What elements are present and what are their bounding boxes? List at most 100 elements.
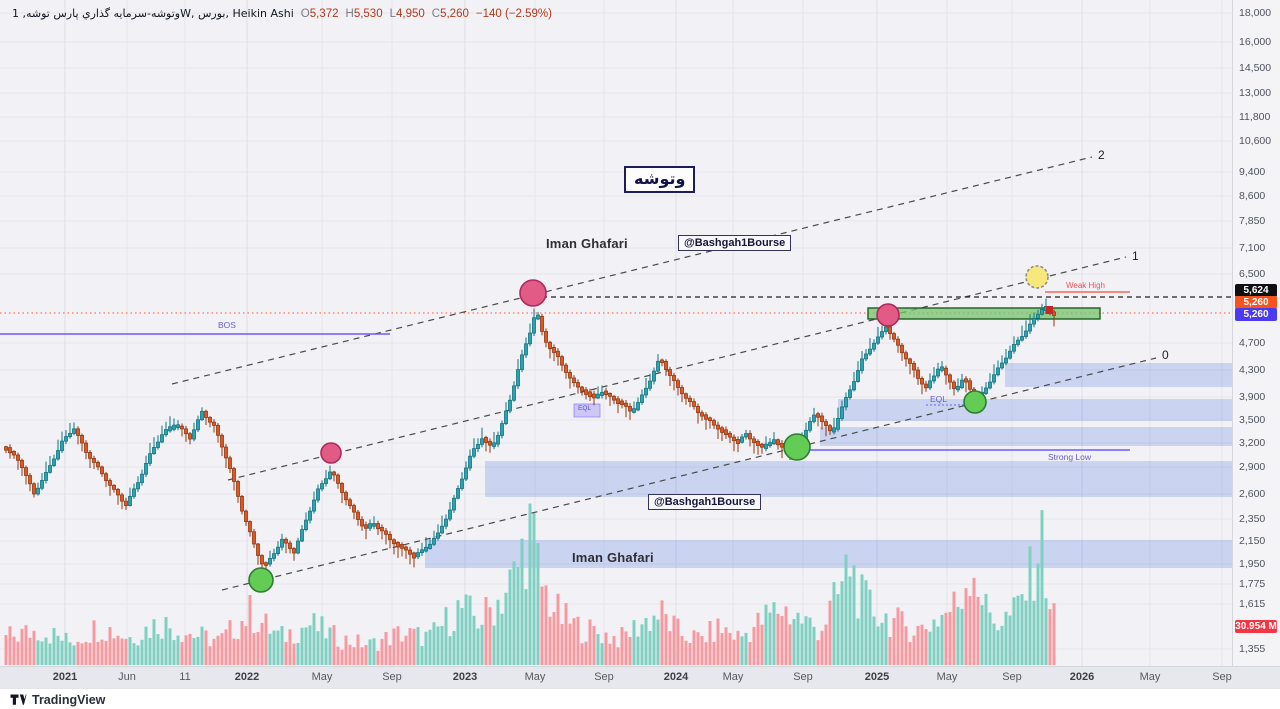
wave-count-label-1[interactable]: 1 [1132, 249, 1139, 263]
blue-zone[interactable] [820, 427, 1232, 446]
swing-low-marker[interactable] [783, 433, 811, 461]
candle-body [184, 428, 188, 435]
candle-body [244, 510, 248, 522]
chart-pane[interactable]: وتوشه-سرمايه گذاري پارس توشه, 1W, بورس, … [0, 0, 1232, 666]
channel-tag-box-2[interactable]: @Bashgah1Bourse [648, 494, 762, 510]
candle-body [528, 332, 532, 345]
volume-bar [476, 628, 480, 665]
volume-bar [592, 625, 596, 665]
volume-bar [824, 624, 828, 665]
projection-marker[interactable] [1025, 265, 1049, 289]
candle-body [188, 433, 192, 440]
watermark-text-2[interactable]: Iman Ghafari [572, 550, 654, 565]
volume-bar [80, 643, 84, 665]
candle-body [384, 530, 388, 535]
candle-body [348, 499, 352, 507]
candle-body [76, 428, 80, 436]
channel-tag-box-1[interactable]: @Bashgah1Bourse [678, 235, 792, 251]
swing-high-marker[interactable] [519, 279, 547, 307]
sell-flag-marker[interactable] [1046, 306, 1053, 314]
swing-low-marker[interactable] [248, 567, 274, 593]
candle-body [152, 447, 156, 455]
candle-body [72, 428, 76, 434]
candle-body [552, 347, 556, 353]
candle-body [948, 374, 952, 383]
volume-bar [192, 638, 196, 665]
volume-bar [632, 620, 636, 665]
symbol-title[interactable]: وتوشه-سرمايه گذاري پارس توشه, 1W, بورس, … [12, 7, 294, 20]
candle-body [740, 436, 744, 443]
candle-body [1016, 339, 1020, 345]
volume-bar [1020, 594, 1024, 665]
candle-body [992, 374, 996, 383]
wave-count-label-2[interactable]: 2 [1098, 148, 1105, 162]
candle-body [444, 518, 448, 527]
candle-body [716, 424, 720, 430]
swing-high-marker[interactable] [876, 303, 900, 327]
volume-bar [784, 606, 788, 665]
tradingview-logo[interactable]: TradingView [10, 692, 105, 707]
candle-body [480, 438, 484, 445]
volume-bar [444, 607, 448, 665]
candle-body [868, 348, 872, 355]
volume-bar [360, 647, 364, 665]
time-tick-label: May [311, 671, 333, 683]
candle-body [316, 488, 320, 501]
candle-body [312, 499, 316, 512]
blue-zone[interactable] [485, 461, 1232, 497]
volume-bar [372, 638, 376, 665]
wave-count-label-0[interactable]: 0 [1162, 348, 1169, 362]
volume-bar [60, 640, 64, 665]
blue-zone[interactable] [1005, 363, 1232, 387]
volume-bar [808, 617, 812, 665]
volume-bar [940, 614, 944, 665]
eql-zone-box[interactable] [573, 403, 601, 418]
symbol-text-box[interactable]: وتوشه [624, 166, 696, 193]
volume-bar [160, 638, 164, 665]
volume-bar [540, 586, 544, 665]
volume-bar [944, 612, 948, 665]
time-tick-label: 2023 [452, 671, 478, 683]
volume-bar [156, 634, 160, 665]
price-tick-label: 13,000 [1239, 87, 1272, 99]
ohlc-value: 5,372 [309, 8, 339, 20]
volume-bar [528, 503, 532, 665]
candle-body [224, 446, 228, 459]
price-tick-label: 8,600 [1239, 190, 1266, 202]
volume-bar [40, 641, 44, 665]
volume-bar [316, 631, 320, 665]
green-zone-box[interactable] [867, 307, 1101, 320]
volume-bar [612, 636, 616, 665]
wave-line-1[interactable] [227, 256, 1127, 481]
volume-bar [104, 640, 108, 665]
candle-body [408, 549, 412, 555]
swing-low-marker[interactable] [963, 390, 987, 414]
blue-zone[interactable] [838, 399, 1232, 421]
candle-body [16, 454, 20, 461]
volume-bar [356, 634, 360, 665]
candle-body [144, 462, 148, 475]
price-chart-canvas[interactable] [0, 0, 1232, 666]
candle-body [204, 410, 208, 418]
volume-bar [308, 625, 312, 665]
time-axis[interactable]: 2021 Jun 11 2022 May Sep 2023 May Sep 2024 May Sep 2… [0, 666, 1280, 689]
symbol-header[interactable]: وتوشه-سرمايه گذاري پارس توشه, 1W, بورس, … [12, 7, 552, 23]
strong-low-label: Strong Low [1048, 452, 1091, 462]
blue-zone[interactable] [425, 540, 1232, 568]
tradingview-logo-icon [10, 694, 27, 705]
volume-bar [1016, 595, 1020, 665]
volume-bar [272, 630, 276, 665]
candle-body [692, 401, 696, 407]
volume-bar [1024, 600, 1028, 665]
candle-body [116, 488, 120, 496]
volume-bar [996, 630, 1000, 665]
price-axis[interactable]: 18,000 16,000 14,500 13,000 11,800 10,600 9,40… [1232, 0, 1280, 666]
swing-high-marker[interactable] [320, 442, 342, 464]
watermark-text-1[interactable]: Iman Ghafari [546, 236, 628, 251]
volume-bar [364, 645, 368, 665]
volume-bar [492, 625, 496, 665]
candle-body [256, 543, 260, 556]
candle-body [388, 533, 392, 541]
wave-line-2[interactable] [171, 156, 1093, 385]
volume-bar [912, 635, 916, 665]
